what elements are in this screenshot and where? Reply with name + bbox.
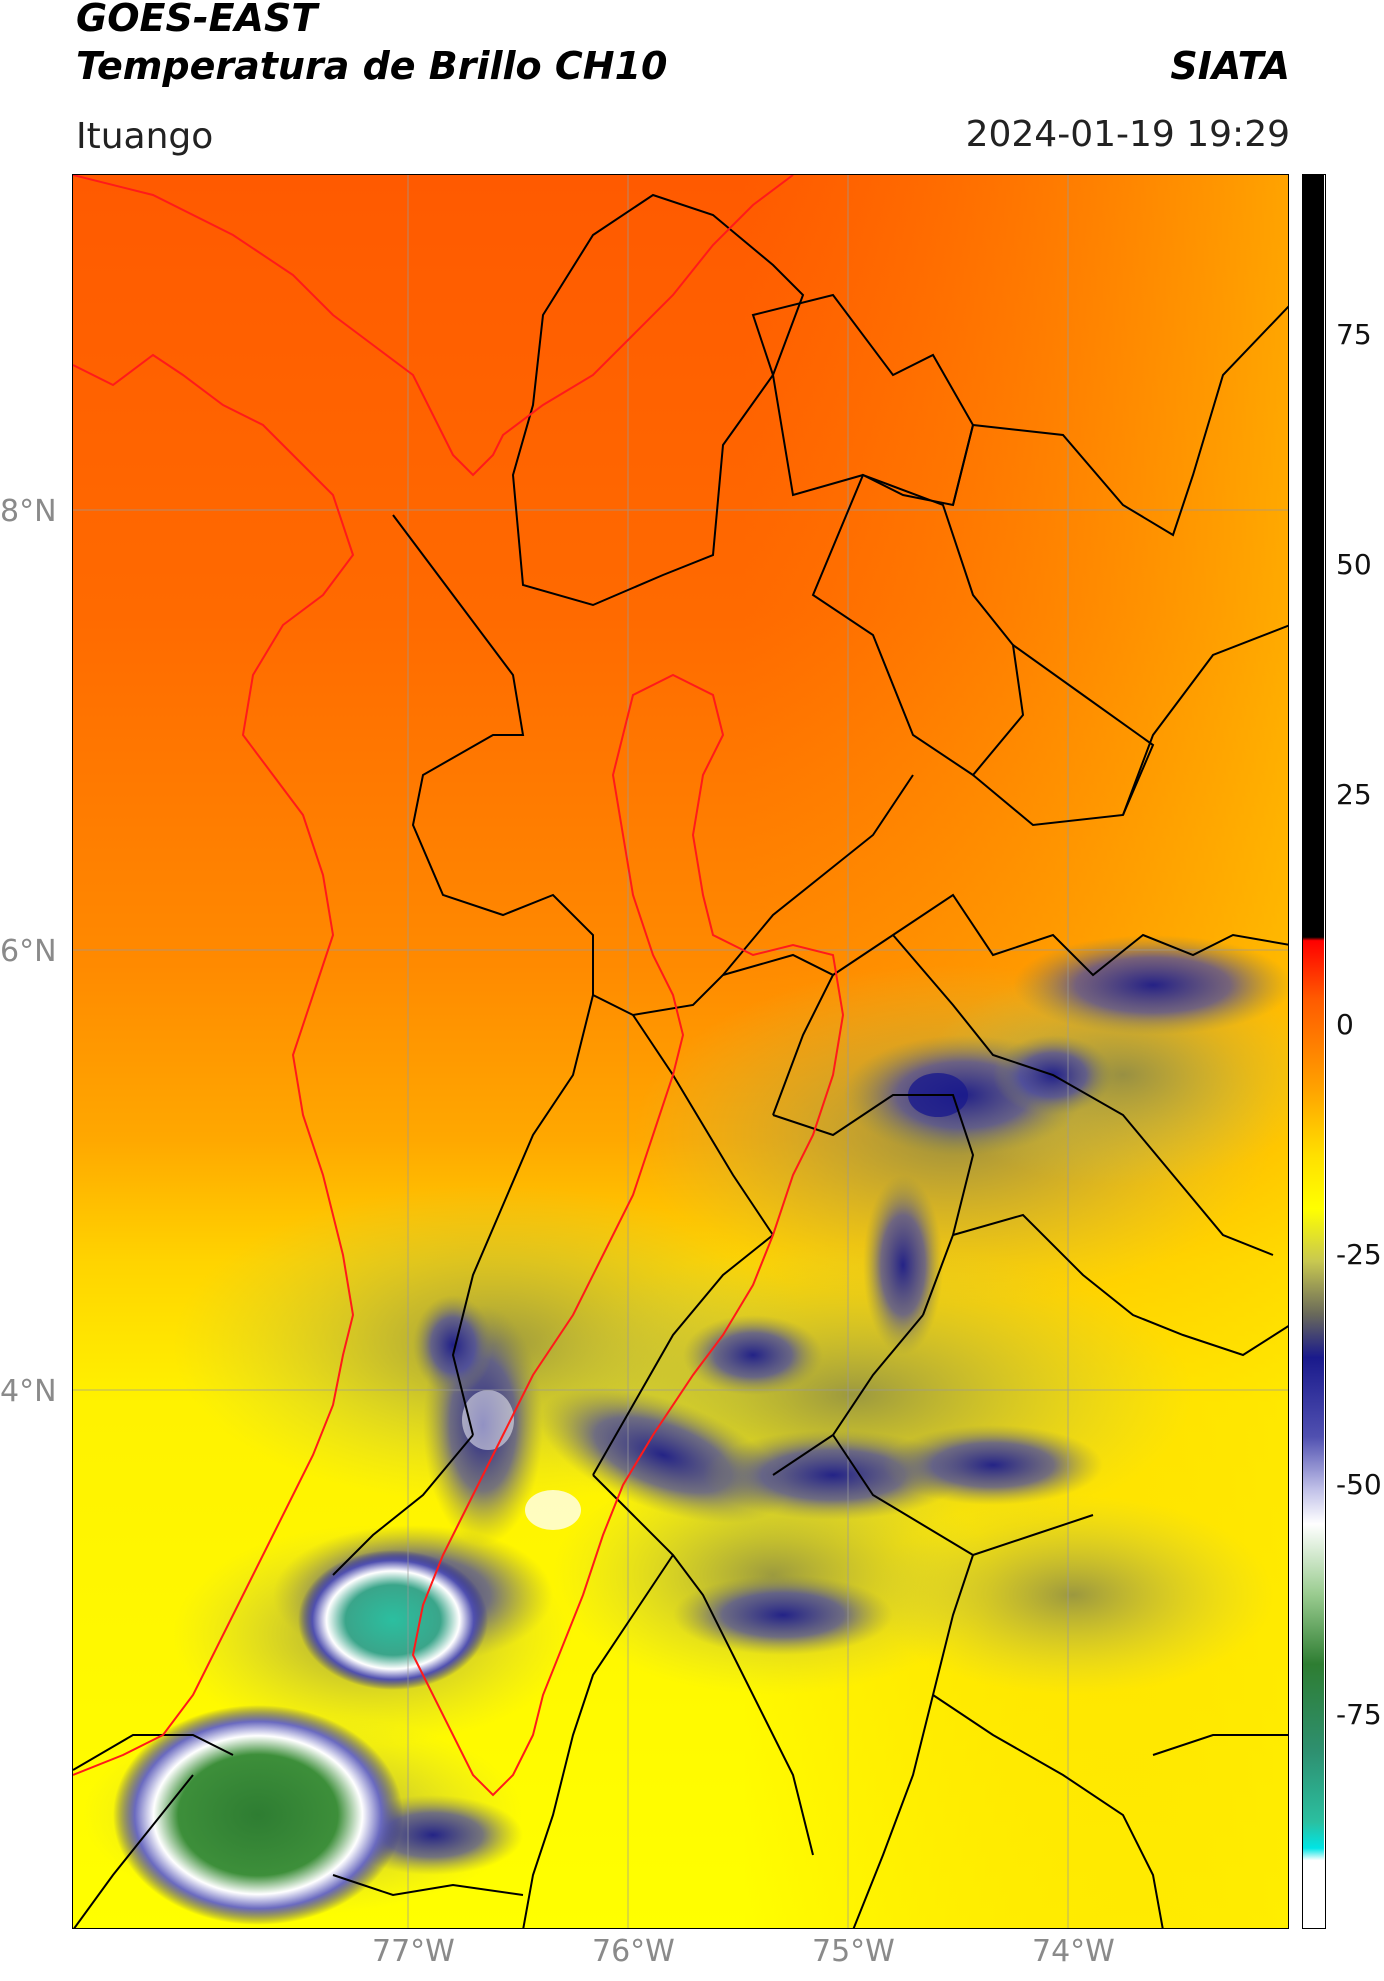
colorbar-tick: -25 [1336,1238,1382,1271]
location-label: Ituango [76,116,214,157]
org-label: SIATA [1170,44,1290,88]
graticule [73,175,1288,1928]
colorbar-tick: 25 [1336,778,1372,811]
colorbar-tick: -50 [1336,1468,1382,1501]
colorbar-scale [1303,175,1324,1927]
coastline-outlines [73,175,845,1797]
colorbar-tick: -75 [1336,1698,1382,1731]
lon-label-74w: 74°W [1032,1934,1115,1969]
colorbar-tick: 50 [1336,548,1372,581]
title-line1: GOES-EAST [76,0,318,40]
lat-label-6n: 6°N [0,934,57,969]
lat-label-4n: 4°N [0,1374,57,1409]
colorbar-tick: 75 [1336,318,1372,351]
lat-label-8n: 8°N [0,494,57,529]
title-line2: Temperatura de Brillo CH10 [76,44,668,88]
datetime-label: 2024-01-19 19:29 [965,114,1290,155]
colorbar-tick: 0 [1336,1008,1354,1041]
cold-cloud-tops [113,1073,968,1925]
lon-label-75w: 75°W [812,1934,895,1969]
admin-boundaries [73,193,1288,1928]
lon-label-76w: 76°W [592,1934,675,1969]
lon-label-77w: 77°W [372,1934,455,1969]
colorbar [1302,174,1326,1929]
map-canvas [73,175,1288,1928]
brightness-temperature-map [72,174,1289,1929]
